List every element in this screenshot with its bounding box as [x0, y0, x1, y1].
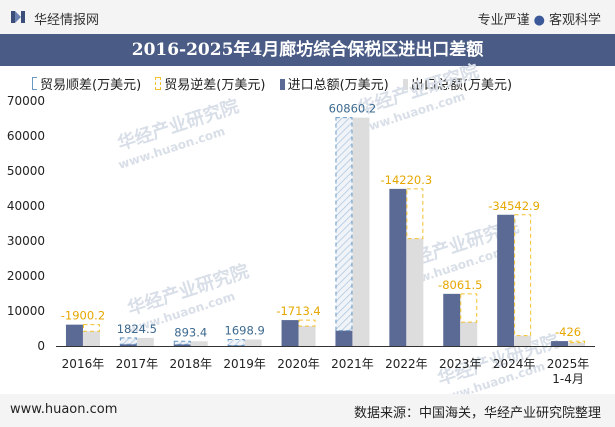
legend-surplus-swatch — [32, 77, 37, 90]
export-bar — [298, 326, 316, 346]
import-bar — [119, 344, 137, 346]
balance-marker — [173, 340, 191, 345]
x-tick-label: 2021年 — [331, 357, 374, 371]
balance-marker — [568, 340, 586, 344]
separator-dot-icon: ● — [533, 13, 545, 28]
balance-marker — [460, 293, 478, 323]
balance-value-label: 1698.9 — [225, 324, 265, 338]
import-bar — [551, 341, 569, 346]
huajing-logo-icon — [11, 11, 25, 23]
x-tick-label: 2017年 — [116, 357, 159, 371]
x-tick-label: 2023年 — [439, 357, 482, 371]
export-bar — [568, 342, 586, 346]
x-tick-label: 2018年 — [169, 357, 212, 371]
balance-value-label: -34542.9 — [488, 199, 540, 213]
y-axis: 0 10000 20000 30000 40000 50000 60000 70000 — [7, 94, 45, 353]
import-bar — [497, 214, 515, 346]
legend-import-swatch — [279, 79, 285, 90]
balance-value-label: -8061.5 — [438, 278, 482, 292]
export-bar — [136, 337, 154, 346]
footer-website: www.huaon.com — [10, 402, 118, 417]
legend-deficit-label: 贸易逆差(万美元) — [164, 78, 266, 93]
export-bar — [460, 322, 478, 346]
import-bar — [65, 324, 83, 346]
x-tick-label: 2025年 — [547, 357, 590, 371]
chart-title: 2016-2025年4月廊坊综合保税区进出口差额 — [131, 40, 484, 60]
y-tick-label: 30000 — [7, 234, 45, 248]
y-tick-label: 60000 — [7, 129, 45, 143]
balance-marker — [298, 319, 316, 327]
import-bar — [335, 330, 353, 346]
bars-layer — [65, 117, 586, 346]
legend-deficit: 贸易逆差(万美元) — [155, 74, 265, 93]
balance-marker — [82, 324, 100, 332]
labels-layer: -1900.2 1824.5 893.4 1698.9 -1713.4 60860.2 -1… — [61, 102, 581, 340]
y-tick-label: 20000 — [7, 269, 45, 283]
y-tick-label: 50000 — [7, 164, 45, 178]
import-bar — [389, 188, 407, 346]
balance-value-label: 1824.5 — [117, 322, 157, 336]
brand-name: 华经情报网 — [34, 13, 100, 28]
balance-value-label: -426 — [555, 325, 581, 339]
tagline-professional: 专业严谨 — [477, 13, 530, 28]
legend-surplus: 贸易顺差(万美元) — [32, 74, 141, 93]
balance-marker — [119, 337, 137, 345]
y-tick-label: 0 — [37, 339, 45, 353]
balance-marker — [335, 117, 353, 332]
legend-export-label: 出口总额(万美元) — [410, 78, 513, 93]
x-tick-label: 2019年 — [223, 357, 266, 371]
legend-export: 出口总额(万美元) — [402, 74, 513, 93]
legend-surplus-label: 贸易顺差(万美元) — [40, 78, 142, 93]
legend-import: 进口总额(万美元) — [279, 74, 389, 93]
export-bar — [244, 339, 262, 346]
y-tick-label: 40000 — [7, 199, 45, 213]
export-bar — [352, 117, 370, 346]
top-bar: 华经情报网 专业严谨 ● 客观科学 — [0, 0, 615, 34]
footer-bar: www.huaon.com 数据来源：中国海关，华经产业研究院整理 — [0, 394, 615, 427]
balance-value-label: -14220.3 — [380, 173, 432, 187]
legend-export-swatch — [402, 79, 408, 90]
import-bar — [443, 293, 461, 346]
export-bar — [190, 341, 208, 346]
legend-deficit-swatch — [155, 77, 162, 90]
y-tick-label: 10000 — [7, 304, 45, 318]
balance-value-label: -1713.4 — [276, 304, 320, 318]
export-bar — [82, 331, 100, 346]
x-axis: 2016年 2017年 2018年 2019年 2020年 2021年 2022年 2023年… — [56, 346, 595, 386]
x-tick-label: 1-4月 — [552, 372, 584, 386]
x-tick-label: 2016年 — [62, 357, 105, 371]
chart-legend: 贸易顺差(万美元) 贸易逆差(万美元) 进口总额(万美元) 出口总额(万美元) — [32, 74, 522, 93]
balance-value-label: 60860.2 — [329, 102, 377, 116]
x-tick-label: 2024年 — [493, 357, 536, 371]
import-bar — [281, 320, 299, 346]
balance-marker — [406, 188, 424, 240]
balance-value-label: -1900.2 — [61, 309, 105, 323]
footer-source: 数据来源：中国海关，华经产业研究院整理 — [353, 406, 601, 421]
balance-marker — [514, 214, 532, 337]
tagline-objective: 客观科学 — [548, 13, 601, 28]
legend-import-label: 进口总额(万美元) — [287, 78, 389, 93]
y-tick-label: 70000 — [7, 94, 45, 108]
title-bar: 2016-2025年4月廊坊综合保税区进出口差额 — [0, 34, 615, 66]
import-bar — [173, 344, 191, 346]
export-bar — [406, 238, 424, 346]
x-tick-label: 2022年 — [385, 357, 428, 371]
export-bar — [514, 335, 532, 346]
balance-value-label: 893.4 — [174, 325, 207, 339]
x-tick-label: 2020年 — [277, 357, 320, 371]
tagline: 专业严谨 ● 客观科学 — [478, 9, 601, 28]
balance-marker — [227, 339, 245, 346]
